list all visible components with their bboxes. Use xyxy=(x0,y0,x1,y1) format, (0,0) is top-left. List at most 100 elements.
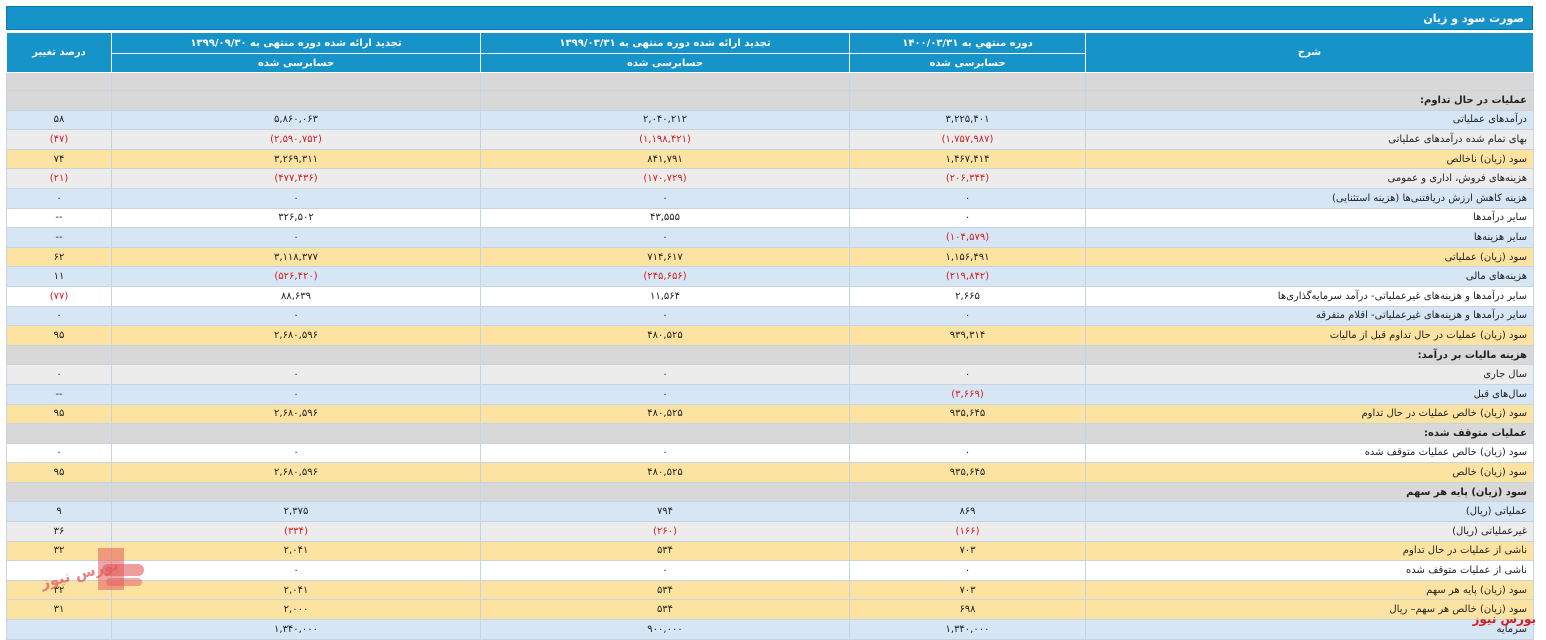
value-1399-09: ۰ xyxy=(111,227,481,248)
row-label: سایر درآمدها و هزینه‌های غیرعملیاتی- درآ… xyxy=(1085,285,1534,307)
table-row: بهای تمام شده درآمدهای عملیاتی (۱,۷۵۷,۹۸۷… xyxy=(6,129,1534,150)
section-empty-cell xyxy=(480,344,850,366)
section-empty-cell xyxy=(480,90,850,111)
value-1399-09: ۲,۶۸۰,۵۹۶ xyxy=(111,403,481,425)
table-row: سایر درآمدها ۰ ۴۳,۵۵۵ ۳۲۶,۵۰۲ -- xyxy=(6,207,1534,229)
table-row: عملیاتی (ریال) ۸۶۹ ۷۹۴ ۲,۳۷۵ ۹ xyxy=(6,501,1534,523)
value-1400: ۱,۱۵۶,۴۹۱ xyxy=(849,246,1086,268)
change-percent xyxy=(6,560,112,581)
table-row: سود (زیان) ناخالص ۱,۴۶۷,۴۱۴ ۸۴۱,۷۹۱ ۳,۲۶۹,۳… xyxy=(6,148,1534,170)
row-label: ناشی از عملیات متوقف شده xyxy=(1085,560,1534,581)
value-1399-09: ۰ xyxy=(111,305,481,327)
row-label: سود (زیان) عملیات در حال تداوم قبل از ما… xyxy=(1085,325,1534,346)
change-percent: ۰ xyxy=(6,364,112,385)
section-empty-cell xyxy=(849,90,1086,111)
header-desc: شرح xyxy=(1085,32,1534,73)
value-1399-03: ۸۴۱,۷۹۱ xyxy=(480,148,850,170)
value-1399-03: ۰ xyxy=(480,227,850,248)
table-row: هزینه‌های فروش، اداری و عمومی (۲۰۶,۳۴۴) (۱… xyxy=(6,168,1534,189)
section-empty-cell xyxy=(6,90,112,111)
value-1399-09: ۰ xyxy=(111,560,481,581)
value-1399-03: ۰ xyxy=(480,187,850,209)
value-1399-03: (۲۴۵,۶۵۶) xyxy=(480,266,850,287)
section-empty-cell xyxy=(111,423,481,444)
value-1399-09: ۲,۶۸۰,۵۹۶ xyxy=(111,462,481,483)
row-label: غیرعملیاتی (ریال) xyxy=(1085,521,1534,542)
value-1400: ۷۰۳ xyxy=(849,540,1086,562)
change-percent: ۶۲ xyxy=(6,246,112,268)
value-1400: ۲,۶۶۵ xyxy=(849,285,1086,307)
value-1399-09: ۲,۶۸۰,۵۹۶ xyxy=(111,325,481,346)
value-1400: (۳,۶۶۹) xyxy=(849,383,1086,405)
value-1399-09: ۲,۰۰۰ xyxy=(111,599,481,621)
value-1400: ۰ xyxy=(849,187,1086,209)
value-1400: ۹۳۹,۳۱۴ xyxy=(849,325,1086,346)
table-row: سایر درآمدها و هزینه‌های غیرعملیاتی- اقل… xyxy=(6,305,1534,327)
value-1399-09: ۲,۰۴۱ xyxy=(111,540,481,562)
section-label: هزینه مالیات بر درآمد: xyxy=(1085,344,1534,366)
table-row: سود (زیان) خالص عملیات در حال تداوم ۹۳۵,۶… xyxy=(6,403,1534,425)
section-empty-cell xyxy=(849,481,1086,503)
table-row: هزینه کاهش ارزش دریافتنی‌ها (هزینه استثن… xyxy=(6,187,1534,209)
table-row: هزینه‌های مالی (۲۱۹,۸۴۲) (۲۴۵,۶۵۶) (۵۲۶,۴۲۰… xyxy=(6,266,1534,287)
table-row: سال‌های قبل (۳,۶۶۹) ۰ ۰ -- xyxy=(6,383,1534,405)
spacer-cell xyxy=(1085,72,1534,91)
value-1399-09: (۲,۵۹۰,۷۵۲) xyxy=(111,129,481,150)
value-1400: (۲۱۹,۸۴۲) xyxy=(849,266,1086,287)
value-1399-03: ۰ xyxy=(480,383,850,405)
value-1399-03: ۱۱,۵۶۴ xyxy=(480,285,850,307)
value-1400: ۱,۴۶۷,۴۱۴ xyxy=(849,148,1086,170)
spacer-cell xyxy=(6,72,112,91)
section-empty-cell xyxy=(111,90,481,111)
report-title: صورت سود و زیان xyxy=(6,6,1533,30)
value-1399-09: ۳۲۶,۵۰۲ xyxy=(111,207,481,229)
watermark-logo-icon: بورس نیوز xyxy=(38,548,144,592)
row-label: هزینه‌های فروش، اداری و عمومی xyxy=(1085,168,1534,189)
watermark-logo: بورس نیوز xyxy=(36,546,148,596)
value-1399-03: (۱,۱۹۸,۴۲۱) xyxy=(480,129,850,150)
row-label: سایر درآمدها و هزینه‌های غیرعملیاتی- اقل… xyxy=(1085,305,1534,327)
table-row: سایر درآمدها و هزینه‌های غیرعملیاتی- درآ… xyxy=(6,285,1534,307)
row-label: سود (زیان) عملیاتی xyxy=(1085,246,1534,268)
value-1399-03: ۹۰۰,۰۰۰ xyxy=(480,619,850,640)
footer-brand: بورس نیوز xyxy=(1472,612,1536,626)
section-row: عملیات در حال تداوم: xyxy=(6,90,1534,111)
row-label: سود (زیان) ناخالص xyxy=(1085,148,1534,170)
value-1400: ۰ xyxy=(849,442,1086,464)
change-percent: ۹ xyxy=(6,501,112,523)
value-1399-09: ۰ xyxy=(111,383,481,405)
table-row: سایر هزینه‌ها (۱۰۴,۵۷۹) ۰ ۰ -- xyxy=(6,227,1534,248)
section-row: هزینه مالیات بر درآمد: xyxy=(6,344,1534,366)
value-1399-03: (۱۷۰,۷۲۹) xyxy=(480,168,850,189)
table-row: سود (زیان) عملیات در حال تداوم قبل از ما… xyxy=(6,325,1534,346)
value-1400: (۱۶۶) xyxy=(849,521,1086,542)
row-label: سایر درآمدها xyxy=(1085,207,1534,229)
section-empty-cell xyxy=(6,481,112,503)
value-1399-03: ۷۱۴,۶۱۷ xyxy=(480,246,850,268)
value-1400: ۹۳۵,۶۴۵ xyxy=(849,403,1086,425)
row-label: سود (زیان) خالص عملیات در حال تداوم xyxy=(1085,403,1534,425)
spacer-cell xyxy=(480,72,850,91)
row-label: سود (زیان) خالص xyxy=(1085,462,1534,483)
value-1399-03: ۴۸۰,۵۲۵ xyxy=(480,403,850,425)
row-label: عملیاتی (ریال) xyxy=(1085,501,1534,523)
change-percent: ۱۱ xyxy=(6,266,112,287)
table-row: درآمدهای عملیاتی ۳,۲۲۵,۴۰۱ ۲,۰۴۰,۲۱۲ ۵,۸۶۰,… xyxy=(6,109,1534,131)
value-1400: ۱,۳۴۰,۰۰۰ xyxy=(849,619,1086,640)
change-percent: (۲۱) xyxy=(6,168,112,189)
value-1399-03: ۰ xyxy=(480,364,850,385)
header-period-1399-03: تجدید ارائه شده دوره منتهی به ۱۳۹۹/۰۳/۳۱ xyxy=(480,32,850,54)
spacer-cell xyxy=(111,72,481,91)
value-1400: ۰ xyxy=(849,364,1086,385)
change-percent: ۹۵ xyxy=(6,403,112,425)
change-percent: (۷۷) xyxy=(6,285,112,307)
change-percent: -- xyxy=(6,227,112,248)
value-1399-03: ۰ xyxy=(480,305,850,327)
header-audited: حسابرسی شده xyxy=(849,53,1086,73)
table-row: ناشی از عملیات در حال تداوم ۷۰۳ ۵۳۴ ۲,۰۴۱ ۳۲ xyxy=(6,540,1534,562)
section-empty-cell xyxy=(6,344,112,366)
spacer-cell xyxy=(849,72,1086,91)
row-label: سود (زیان) خالص عملیات متوقف شده xyxy=(1085,442,1534,464)
table-body: عملیات در حال تداوم: درآمدهای عملیاتی ۳,۲۲… xyxy=(6,72,1534,640)
value-1400: ۳,۲۲۵,۴۰۱ xyxy=(849,109,1086,131)
